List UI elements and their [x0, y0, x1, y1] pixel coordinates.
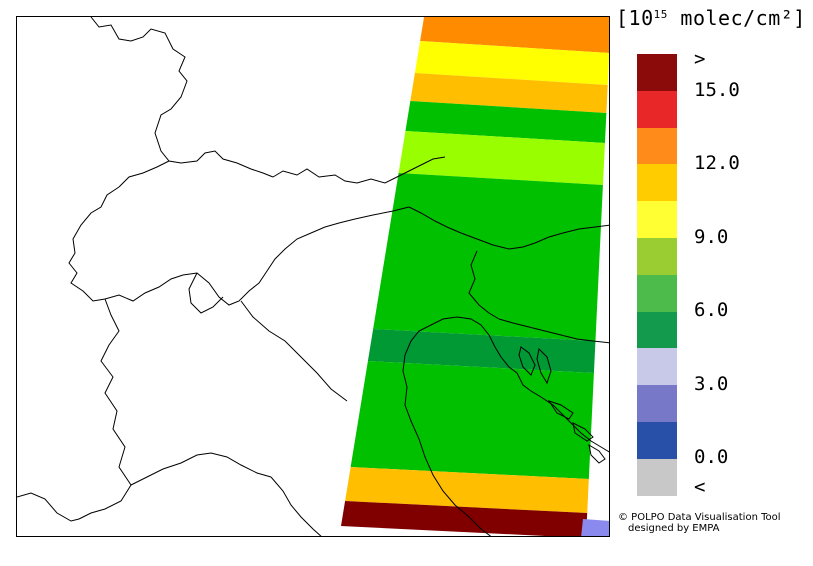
- swath-band-9: [341, 501, 588, 536]
- satellite-swath: [341, 17, 609, 536]
- swath-band-5: [373, 173, 603, 341]
- legend-swatch-7: [637, 311, 677, 349]
- legend-label-under: <: [694, 476, 706, 498]
- unit-prefix: [10: [616, 6, 654, 30]
- legend-swatch-0: [637, 54, 677, 91]
- border-swiss-south: [68, 186, 410, 306]
- coast-tuscany: [270, 476, 322, 536]
- islands-dalmatian: [547, 400, 606, 464]
- swath-band-6: [367, 329, 596, 373]
- legend-label-3: 3.0: [694, 373, 729, 395]
- legend-swatch-3: [637, 164, 677, 202]
- legend-label-0: 0.0: [694, 446, 729, 468]
- legend-swatch-11: [637, 458, 677, 496]
- legend-swatch-2: [637, 127, 677, 165]
- border-slovenia: [468, 250, 500, 320]
- credit-line-1: © POLPO Data Visualisation Tool: [618, 512, 781, 523]
- unit-suffix: molec/cm²]: [667, 6, 806, 30]
- legend-swatch-6: [637, 274, 677, 312]
- swath-band-0: [420, 17, 609, 53]
- legend-label-15: 15.0: [694, 79, 740, 101]
- legend-label-over: >: [694, 48, 706, 70]
- swath-band-8: [345, 467, 589, 513]
- unit-exponent: 15: [653, 8, 668, 21]
- map-frame: [16, 16, 610, 537]
- legend-swatch-4: [637, 201, 677, 238]
- border-swiss-north: [272, 156, 446, 184]
- credit-text: © POLPO Data Visualisation Tool designed…: [618, 512, 781, 534]
- border-south-france: [17, 492, 80, 522]
- legend-swatch-9: [637, 385, 677, 422]
- color-legend: [637, 54, 677, 496]
- credit-line-2: designed by EMPA: [628, 523, 720, 534]
- swath-corner-cell: [581, 519, 609, 536]
- swath-band-2: [410, 73, 608, 113]
- coast-adriatic-north: [404, 316, 502, 358]
- map-canvas: [17, 17, 609, 536]
- country-borders: [17, 17, 609, 536]
- legend-swatch-10: [637, 421, 677, 459]
- legend-swatch-1: [637, 90, 677, 128]
- border-croatia: [498, 318, 609, 344]
- border-swiss-west: [118, 160, 170, 188]
- coast-adriatic-italy: [402, 354, 492, 536]
- legend-label-12: 12.0: [694, 152, 740, 174]
- coast-istria: [500, 356, 542, 398]
- border-po-valley: [240, 300, 348, 402]
- border-france-east: [90, 17, 274, 178]
- swath-band-4: [398, 131, 605, 185]
- legend-swatch-8: [637, 348, 677, 386]
- swath-band-7: [350, 361, 594, 479]
- island-krk: [518, 346, 536, 376]
- border-france-italy: [78, 298, 132, 520]
- legend-unit-title: [1015 molec/cm²]: [616, 6, 806, 30]
- coast-dalmatia: [540, 396, 609, 453]
- border-ticino: [188, 272, 224, 314]
- coast-ligurian: [130, 452, 272, 486]
- legend-swatch-5: [637, 237, 677, 275]
- border-austria-italy: [408, 206, 609, 250]
- legend-label-9: 9.0: [694, 226, 729, 248]
- island-cres: [536, 347, 552, 385]
- legend-label-6: 6.0: [694, 299, 729, 321]
- swath-band-3: [405, 101, 607, 143]
- swath-band-1: [414, 41, 609, 85]
